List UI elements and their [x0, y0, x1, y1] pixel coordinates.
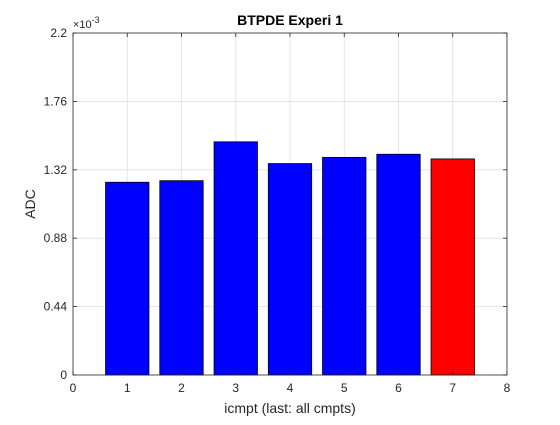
y-exponent-label: ×10-3	[73, 15, 100, 31]
y-tick-label: 1.32	[44, 163, 68, 177]
bar-1	[105, 181, 150, 376]
y-exponent-base: ×10	[73, 19, 92, 31]
tick-labels: 0 1 2 3 4 5 6 7 8 0 0.44 0.88 1.32 1.76 2.2	[44, 26, 511, 395]
x-tick-label: 6	[395, 381, 402, 395]
y-exponent-power: -3	[92, 15, 100, 25]
y-tick-label: 0	[60, 368, 67, 382]
x-tick-label: 5	[341, 381, 348, 395]
x-tick-label: 8	[504, 381, 511, 395]
x-tick-label: 3	[232, 381, 239, 395]
y-axis-label: ADC	[22, 189, 38, 219]
ticks	[72, 32, 508, 376]
bar-2	[159, 180, 204, 376]
bar-7	[430, 158, 475, 376]
chart-title: BTPDE Experi 1	[237, 12, 343, 28]
x-tick-label: 2	[178, 381, 185, 395]
bar-5	[322, 156, 367, 376]
x-tick-label: 4	[287, 381, 294, 395]
y-tick-label: 0.44	[44, 300, 68, 314]
bars	[105, 141, 475, 376]
x-tick-label: 0	[70, 381, 77, 395]
y-tick-label: 1.76	[44, 94, 68, 108]
bar-6	[376, 153, 421, 376]
bar-4	[267, 163, 313, 376]
y-tick-label: 0.88	[44, 231, 68, 245]
x-tick-label: 7	[449, 381, 456, 395]
y-tick-label: 2.2	[50, 26, 67, 40]
bar-3	[213, 141, 258, 376]
x-axis-label: icmpt (last: all cmpts)	[224, 400, 355, 416]
x-tick-label: 1	[124, 381, 131, 395]
